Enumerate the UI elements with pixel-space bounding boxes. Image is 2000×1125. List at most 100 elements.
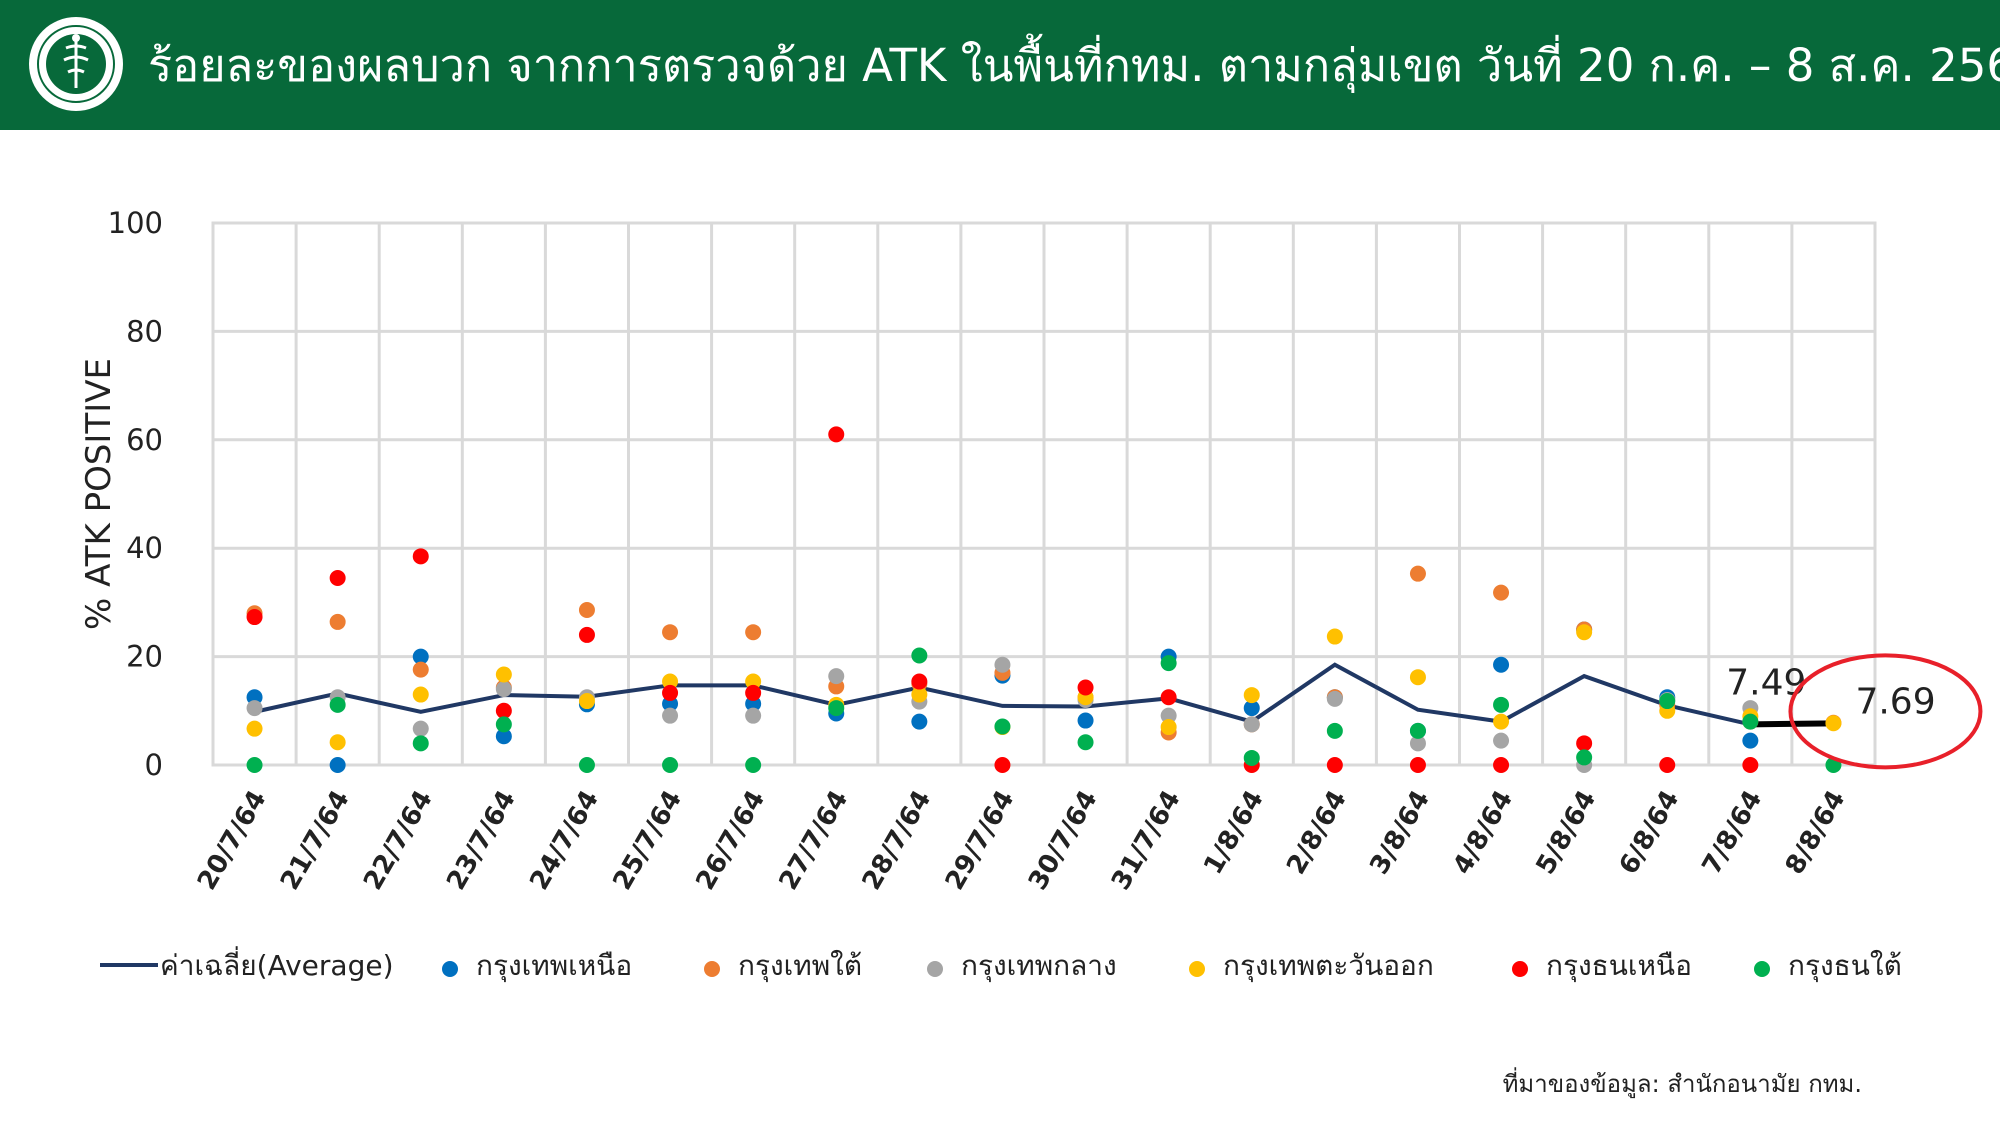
average-line: [254, 662, 1834, 727]
data-point: [495, 702, 512, 719]
data-point: [329, 570, 346, 587]
data-point: [828, 668, 845, 685]
data-point: [1326, 628, 1343, 645]
legend-label: กรุงเทพใต้: [738, 949, 862, 983]
data-point: [1326, 690, 1343, 707]
data-point: [1077, 712, 1094, 729]
header-bar: ร้อยละของผลบวก จากการตรวจด้วย ATK ในพื้น…: [0, 0, 2000, 130]
y-tick-label: 40: [126, 531, 163, 565]
data-point: [329, 613, 346, 630]
data-point: [412, 548, 429, 565]
data-point: [1409, 735, 1426, 752]
data-point: [745, 673, 762, 690]
data-point: [662, 673, 679, 690]
x-tick-label: 29/7/64: [940, 786, 1021, 896]
data-label: 7.69: [1855, 681, 1935, 722]
data-point: [745, 624, 762, 641]
data-point: [1493, 656, 1510, 673]
data-point: [828, 426, 845, 443]
data-point: [578, 601, 595, 618]
x-tick-label: 4/8/64: [1447, 786, 1519, 880]
data-point: [1742, 732, 1759, 749]
data-point: [1742, 757, 1759, 773]
x-tick-label: 1/8/64: [1198, 786, 1270, 880]
data-point: [578, 693, 595, 710]
data-point: [1243, 716, 1260, 733]
legend-label: ค่าเฉลี่ย(Average): [160, 946, 394, 982]
x-tick-label: 20/7/64: [192, 786, 273, 896]
data-point: [1243, 749, 1260, 766]
ministry-of-public-health-logo: [29, 17, 123, 111]
data-point: [1077, 679, 1094, 696]
data-point: [412, 720, 429, 737]
data-point: [578, 626, 595, 643]
x-tick-label: 22/7/64: [358, 786, 439, 896]
y-axis-label: % ATK POSITIVE: [79, 358, 119, 630]
highlight-circle: [1788, 653, 1983, 770]
data-point: [1326, 757, 1343, 773]
data-point: [994, 757, 1011, 773]
x-tick-label: 24/7/64: [524, 786, 605, 896]
legend-swatch-dot: [442, 961, 458, 977]
data-point: [1659, 693, 1676, 710]
data-point: [1160, 719, 1177, 736]
data-point: [246, 609, 263, 626]
legend-swatch-dot: [1512, 961, 1528, 977]
data-point: [1825, 715, 1842, 732]
data-point: [1742, 713, 1759, 730]
data-point: [246, 700, 263, 717]
data-point: [412, 686, 429, 703]
data-point: [1493, 732, 1510, 749]
legend-swatch-dot: [704, 961, 720, 977]
data-point: [412, 735, 429, 752]
x-tick-label: 27/7/64: [774, 786, 855, 896]
data-point: [329, 757, 346, 773]
data-point: [745, 757, 762, 773]
x-tick-label: 30/7/64: [1023, 786, 1104, 896]
data-point: [911, 673, 928, 690]
data-point: [911, 647, 928, 664]
data-point: [662, 624, 679, 641]
data-point: [246, 720, 263, 737]
data-point: [1576, 735, 1593, 752]
data-point: [662, 757, 679, 773]
data-point: [1409, 669, 1426, 686]
data-point: [329, 734, 346, 751]
data-point: [1243, 687, 1260, 704]
data-point: [495, 681, 512, 698]
data-point: [1160, 707, 1177, 724]
atk-positive-chart: 0 20 40 60 80 100 % ATK POSITIVE 20/7/64 21/7/64…: [79, 206, 1983, 983]
data-point: [495, 716, 512, 733]
data-point: [412, 661, 429, 678]
data-point: [412, 648, 429, 665]
data-point: [994, 656, 1011, 673]
y-tick-label: 100: [108, 206, 163, 240]
data-point: [495, 728, 512, 745]
data-point: [1493, 696, 1510, 713]
x-tick-label: 3/8/64: [1364, 786, 1436, 880]
data-point: [745, 707, 762, 724]
legend-label: กรุงธนเหนือ: [1546, 949, 1692, 983]
data-point: [1659, 757, 1676, 773]
data-point: [1160, 655, 1177, 672]
x-tick-label: 23/7/64: [441, 786, 522, 896]
data-point: [495, 666, 512, 683]
data-point: [911, 713, 928, 730]
y-tick-label: 60: [126, 423, 163, 457]
x-tick-label: 28/7/64: [857, 786, 938, 896]
data-point: [1409, 565, 1426, 582]
data-point: [329, 696, 346, 713]
x-tick-label: 21/7/64: [275, 786, 356, 896]
x-tick-label: 2/8/64: [1281, 786, 1353, 880]
data-point: [828, 700, 845, 717]
data-point: [911, 686, 928, 703]
data-point: [745, 684, 762, 701]
data-point: [246, 757, 263, 773]
data-point: [1077, 734, 1094, 751]
page-title: ร้อยละของผลบวก จากการตรวจด้วย ATK ในพื้น…: [148, 39, 2000, 92]
data-point: [1326, 722, 1343, 739]
x-tick-label: 25/7/64: [607, 786, 688, 896]
x-tick-label: 8/8/64: [1780, 786, 1852, 880]
data-point: [1409, 757, 1426, 773]
x-tick-label: 31/7/64: [1106, 786, 1187, 896]
